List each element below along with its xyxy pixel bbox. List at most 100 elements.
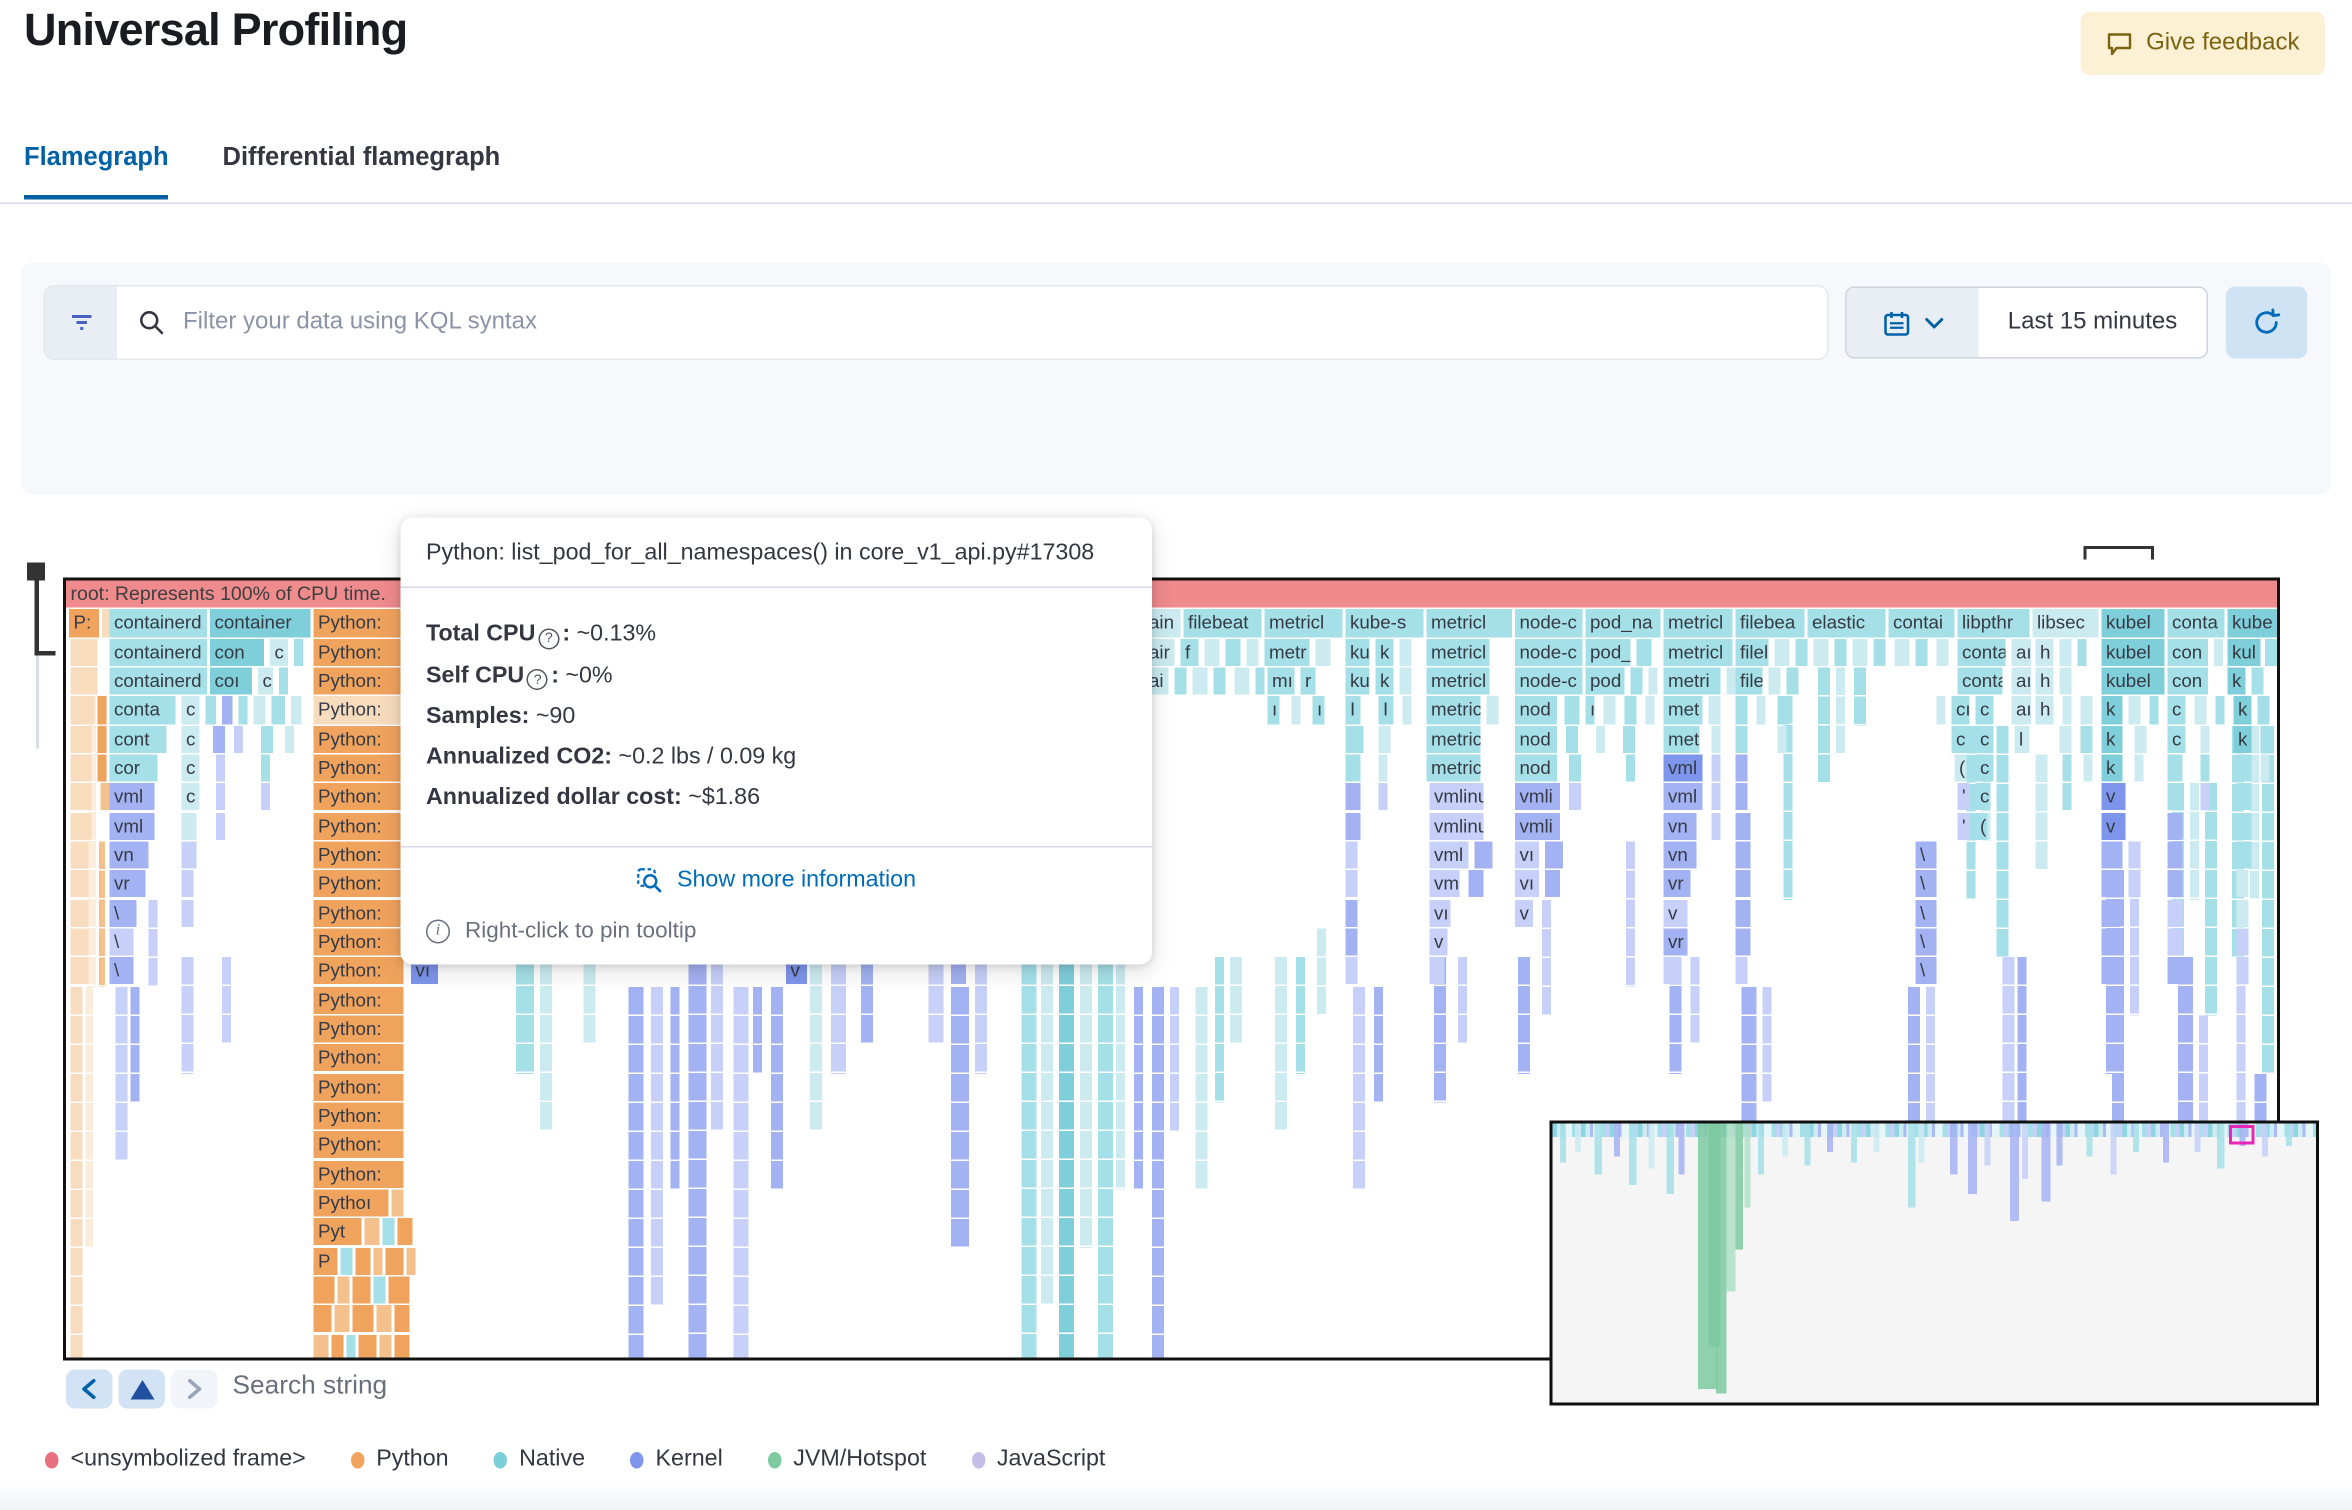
flame-cell[interactable] [1345, 841, 1358, 869]
flame-cell[interactable] [100, 783, 110, 811]
flame-tower[interactable] [753, 986, 762, 1074]
flame-cell[interactable] [1402, 696, 1412, 724]
flame-tower[interactable] [1542, 899, 1551, 1016]
flame-cell[interactable]: ı [1585, 696, 1595, 724]
flame-cell[interactable] [70, 841, 89, 869]
flame-cell[interactable] [1213, 667, 1226, 695]
flame-cell[interactable] [1345, 812, 1361, 840]
flame-cell[interactable]: filebeat [1183, 609, 1262, 637]
flame-tower[interactable] [516, 957, 534, 1074]
flame-cell[interactable]: ı [1267, 696, 1280, 724]
flame-cell[interactable]: k [2101, 754, 2123, 782]
flame-cell[interactable]: Python: [313, 841, 404, 869]
flame-cell[interactable]: mı [1267, 667, 1295, 695]
flame-cell[interactable] [2236, 783, 2252, 811]
flame-cell[interactable] [97, 725, 107, 753]
flame-cell[interactable]: metric [1426, 725, 1481, 753]
flame-cell[interactable] [2236, 957, 2249, 985]
flame-tower[interactable] [1170, 986, 1179, 1132]
flame-cell[interactable] [394, 1305, 410, 1333]
time-quick-select-button[interactable] [1846, 288, 1979, 357]
flame-cell[interactable] [1636, 638, 1652, 666]
flame-cell[interactable]: Pyt [313, 1218, 362, 1246]
flame-cell[interactable]: vm [1429, 870, 1460, 898]
flame-cell[interactable]: c [1951, 725, 1967, 753]
flame-cell[interactable]: \ [1915, 957, 1937, 985]
flame-cell[interactable] [364, 1218, 380, 1246]
flame-cell[interactable]: vml [109, 812, 155, 840]
flame-cell[interactable] [234, 725, 243, 753]
flame-cell[interactable] [1545, 870, 1560, 898]
flame-cell[interactable]: Python: [313, 1015, 404, 1043]
flame-cell[interactable]: v [1429, 928, 1448, 956]
flame-cell[interactable]: libpthr [1957, 609, 2030, 637]
flame-cell[interactable] [1626, 754, 1635, 782]
flame-cell[interactable] [2134, 754, 2144, 782]
kql-search-input[interactable] [180, 307, 1806, 338]
flame-cell[interactable]: c [258, 667, 273, 695]
flame-cell[interactable]: metricl [1663, 609, 1733, 637]
flame-cell[interactable] [1345, 957, 1358, 985]
flame-cell[interactable]: Pythoı [313, 1189, 389, 1217]
flame-cell[interactable]: \ [1915, 841, 1937, 869]
flame-cell[interactable] [70, 957, 89, 985]
add-filter-button[interactable] [45, 286, 117, 359]
flame-cell[interactable]: metricl [1426, 667, 1490, 695]
flame-cell[interactable]: nod [1515, 696, 1557, 724]
flame-tower[interactable] [1275, 957, 1287, 1132]
flame-cell[interactable] [379, 1334, 392, 1358]
flame-cell[interactable] [1663, 957, 1682, 985]
flame-cell[interactable] [2236, 928, 2249, 956]
flame-cell[interactable] [70, 696, 95, 724]
flame-cell[interactable] [313, 1305, 332, 1333]
flame-tower[interactable] [1669, 957, 1682, 1074]
flame-cell[interactable] [388, 1276, 410, 1304]
flame-cell[interactable]: Python: [313, 638, 404, 666]
flame-cell[interactable]: con [2167, 667, 2208, 695]
flame-cell[interactable] [2251, 667, 2264, 695]
flame-tower[interactable] [181, 957, 194, 1074]
minimap-viewport[interactable] [2228, 1125, 2254, 1145]
flame-cell[interactable] [2128, 870, 2141, 898]
flame-cell[interactable]: file [1735, 667, 1763, 695]
flame-cell[interactable] [1777, 725, 1787, 753]
flame-cell[interactable]: coı [210, 667, 252, 695]
flame-cell[interactable]: vı [1429, 899, 1451, 927]
flame-cell[interactable] [1468, 870, 1484, 898]
flame-cell[interactable]: conta [2167, 609, 2225, 637]
flame-tower[interactable] [1296, 957, 1305, 1074]
flame-cell[interactable]: kul [2227, 638, 2261, 666]
flame-cell[interactable] [1545, 841, 1563, 869]
flame-cell[interactable]: metr [1264, 638, 1310, 666]
flame-cell[interactable] [2236, 870, 2249, 898]
flame-cell[interactable] [1192, 667, 1208, 695]
flame-cell[interactable] [373, 1276, 386, 1304]
flame-tower[interactable] [2130, 870, 2139, 1016]
flame-cell[interactable] [181, 870, 194, 898]
flame-cell[interactable] [70, 899, 89, 927]
flame-cell[interactable] [2260, 725, 2273, 753]
flame-cell[interactable] [2214, 638, 2223, 666]
flame-cell[interactable] [2236, 754, 2252, 782]
flame-cell[interactable]: k [1375, 638, 1394, 666]
flame-cell[interactable] [1345, 870, 1358, 898]
flame-cell[interactable]: Python: [313, 986, 404, 1014]
flame-cell[interactable]: vr [1663, 870, 1691, 898]
flame-cell[interactable] [70, 638, 98, 666]
flame-cell[interactable]: ku [1345, 667, 1370, 695]
flame-cell[interactable] [1786, 667, 1799, 695]
flame-cell[interactable]: I [1378, 696, 1394, 724]
flame-cell[interactable] [2257, 696, 2270, 724]
flame-cell[interactable]: elastic [1807, 609, 1886, 637]
flame-cell[interactable] [2062, 783, 2072, 811]
flame-cell[interactable] [1735, 899, 1751, 927]
flame-tower[interactable] [1458, 957, 1467, 1045]
flame-cell[interactable] [355, 1247, 371, 1275]
flame-cell[interactable] [1291, 696, 1301, 724]
flame-cell[interactable] [2149, 696, 2159, 724]
flame-cell[interactable] [2200, 725, 2210, 753]
flame-cell[interactable] [2059, 667, 2072, 695]
flame-cell[interactable] [1204, 638, 1220, 666]
flame-tower[interactable] [2017, 957, 2027, 1190]
flame-cell[interactable]: vı [1515, 870, 1539, 898]
